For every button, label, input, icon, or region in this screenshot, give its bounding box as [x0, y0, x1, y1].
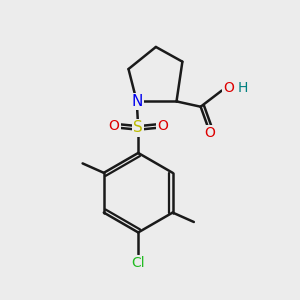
Text: Cl: Cl: [131, 256, 145, 270]
Text: S: S: [133, 120, 143, 135]
Text: O: O: [223, 81, 234, 95]
Text: O: O: [205, 126, 215, 140]
Text: O: O: [157, 118, 168, 133]
Text: N: N: [131, 94, 142, 109]
Text: O: O: [109, 118, 119, 133]
Text: H: H: [238, 81, 248, 94]
